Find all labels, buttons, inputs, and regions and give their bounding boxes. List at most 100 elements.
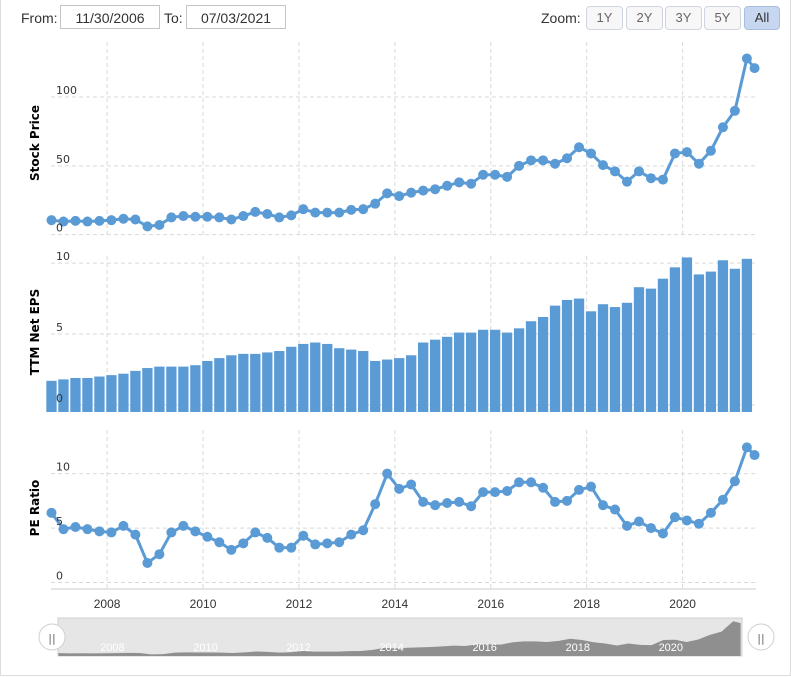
pe-ratio-line bbox=[50, 445, 756, 565]
pe-ratio-point bbox=[130, 529, 141, 540]
eps-bar bbox=[190, 365, 201, 412]
pe-ratio-point bbox=[705, 507, 716, 518]
eps-bar bbox=[633, 287, 645, 412]
eps-bar bbox=[621, 302, 633, 412]
x-tick-label: 2018 bbox=[573, 597, 600, 611]
eps-bar bbox=[82, 377, 93, 412]
y-tick-label: 0 bbox=[56, 222, 63, 235]
eps-bar bbox=[238, 353, 249, 412]
y-tick-label: 10 bbox=[56, 250, 70, 263]
stock-price-point bbox=[478, 169, 489, 180]
navigator-right-handle[interactable]: || bbox=[747, 623, 775, 651]
pe-ratio-point bbox=[202, 531, 213, 542]
pe-ratio-point bbox=[394, 483, 405, 494]
stock-price-point bbox=[669, 148, 680, 159]
eps-bar bbox=[501, 332, 513, 412]
pe-ratio-point bbox=[238, 538, 249, 549]
stock-price-point bbox=[358, 204, 369, 215]
pe-ratio-point bbox=[550, 496, 561, 507]
stock-price-point bbox=[717, 122, 728, 133]
pe-ratio-point bbox=[418, 496, 429, 507]
pe-ratio-point bbox=[633, 516, 644, 527]
stock-price-point bbox=[741, 53, 752, 64]
stock-price-point bbox=[502, 171, 513, 182]
stock-price-point bbox=[442, 180, 453, 191]
from-date-input[interactable]: 11/30/2006 bbox=[60, 5, 160, 29]
zoom-3y-button[interactable]: 3Y bbox=[665, 6, 702, 30]
x-tick-label: 2008 bbox=[94, 597, 121, 611]
pe-ratio-point bbox=[466, 501, 477, 512]
eps-bar bbox=[513, 328, 525, 412]
from-label: From: bbox=[21, 10, 58, 26]
eps-bar bbox=[106, 375, 117, 412]
eps-bar bbox=[250, 353, 261, 412]
stock-price-point bbox=[298, 204, 309, 215]
y-tick-label: 0 bbox=[56, 392, 63, 405]
eps-bar bbox=[70, 377, 81, 412]
eps-bar bbox=[58, 379, 69, 412]
pe-ratio-point bbox=[749, 450, 760, 461]
zoom-1y-button[interactable]: 1Y bbox=[586, 6, 623, 30]
zoom-all-button[interactable]: All bbox=[744, 6, 780, 30]
y-tick-label: 50 bbox=[56, 153, 70, 166]
pe-ratio-point bbox=[250, 527, 261, 538]
pe-ratio-point bbox=[322, 538, 333, 549]
to-date-input[interactable]: 07/03/2021 bbox=[186, 5, 286, 29]
stock-price-point bbox=[466, 178, 477, 189]
pe-ratio-point bbox=[693, 518, 704, 529]
pe-ratio-point bbox=[430, 500, 441, 511]
pe-ratio-point bbox=[586, 481, 597, 492]
eps-bar bbox=[585, 311, 597, 412]
eps-bar bbox=[645, 288, 657, 412]
pe-ratio-point bbox=[226, 544, 237, 555]
stock-price-point bbox=[70, 215, 81, 226]
stock-price-point bbox=[705, 145, 716, 156]
stock-price-point bbox=[250, 206, 261, 217]
stock-price-point bbox=[166, 212, 177, 223]
pe-ratio-point bbox=[621, 520, 632, 531]
y-axis-title: TTM Net EPS bbox=[28, 289, 42, 376]
handle-knob bbox=[38, 623, 66, 651]
pe-ratio-point bbox=[502, 486, 513, 497]
stock-price-point bbox=[454, 177, 465, 188]
y-tick-label: 5 bbox=[56, 515, 63, 528]
stock-price-point bbox=[106, 215, 117, 226]
stock-price-point bbox=[334, 207, 345, 218]
pe-ratio-point bbox=[406, 479, 417, 490]
eps-bar bbox=[489, 329, 501, 412]
pe-ratio-point bbox=[310, 539, 321, 550]
navigator-left-handle[interactable]: || bbox=[38, 623, 66, 651]
pe-ratio-point bbox=[142, 557, 153, 568]
stock-price-point bbox=[370, 198, 381, 209]
pe-ratio-point bbox=[442, 498, 453, 509]
stock-price-point bbox=[681, 147, 692, 158]
pe-ratio-point bbox=[358, 525, 369, 536]
eps-bar bbox=[441, 336, 453, 412]
eps-bar bbox=[142, 368, 153, 412]
pe-ratio-point bbox=[717, 494, 728, 505]
zoom-2y-button[interactable]: 2Y bbox=[626, 6, 663, 30]
stock-price-point bbox=[202, 211, 213, 222]
pe-ratio-point bbox=[562, 495, 573, 506]
eps-bar bbox=[609, 307, 621, 412]
eps-bar bbox=[573, 298, 585, 412]
stock-price-point bbox=[418, 185, 429, 196]
eps-bar bbox=[418, 342, 429, 412]
handle-grip-icon: || bbox=[757, 632, 764, 645]
navigator-tick-label: 2018 bbox=[566, 642, 590, 654]
eps-bar bbox=[406, 355, 417, 412]
stock-price-point bbox=[154, 219, 165, 230]
stock-price-point bbox=[226, 214, 237, 225]
handle-grip-icon: || bbox=[48, 632, 55, 645]
zoom-5y-button[interactable]: 5Y bbox=[704, 6, 741, 30]
pe-ratio-point bbox=[741, 442, 752, 453]
y-axis-title: Stock Price bbox=[28, 105, 42, 181]
stock-price-point bbox=[262, 208, 273, 219]
stock-price-point bbox=[562, 153, 573, 164]
pe-ratio-point bbox=[262, 532, 273, 543]
stock-price-point bbox=[550, 158, 561, 169]
pe-ratio-point bbox=[681, 515, 692, 526]
eps-bar bbox=[394, 358, 405, 412]
y-axis-title: PE Ratio bbox=[28, 480, 42, 537]
x-tick-label: 2010 bbox=[190, 597, 217, 611]
